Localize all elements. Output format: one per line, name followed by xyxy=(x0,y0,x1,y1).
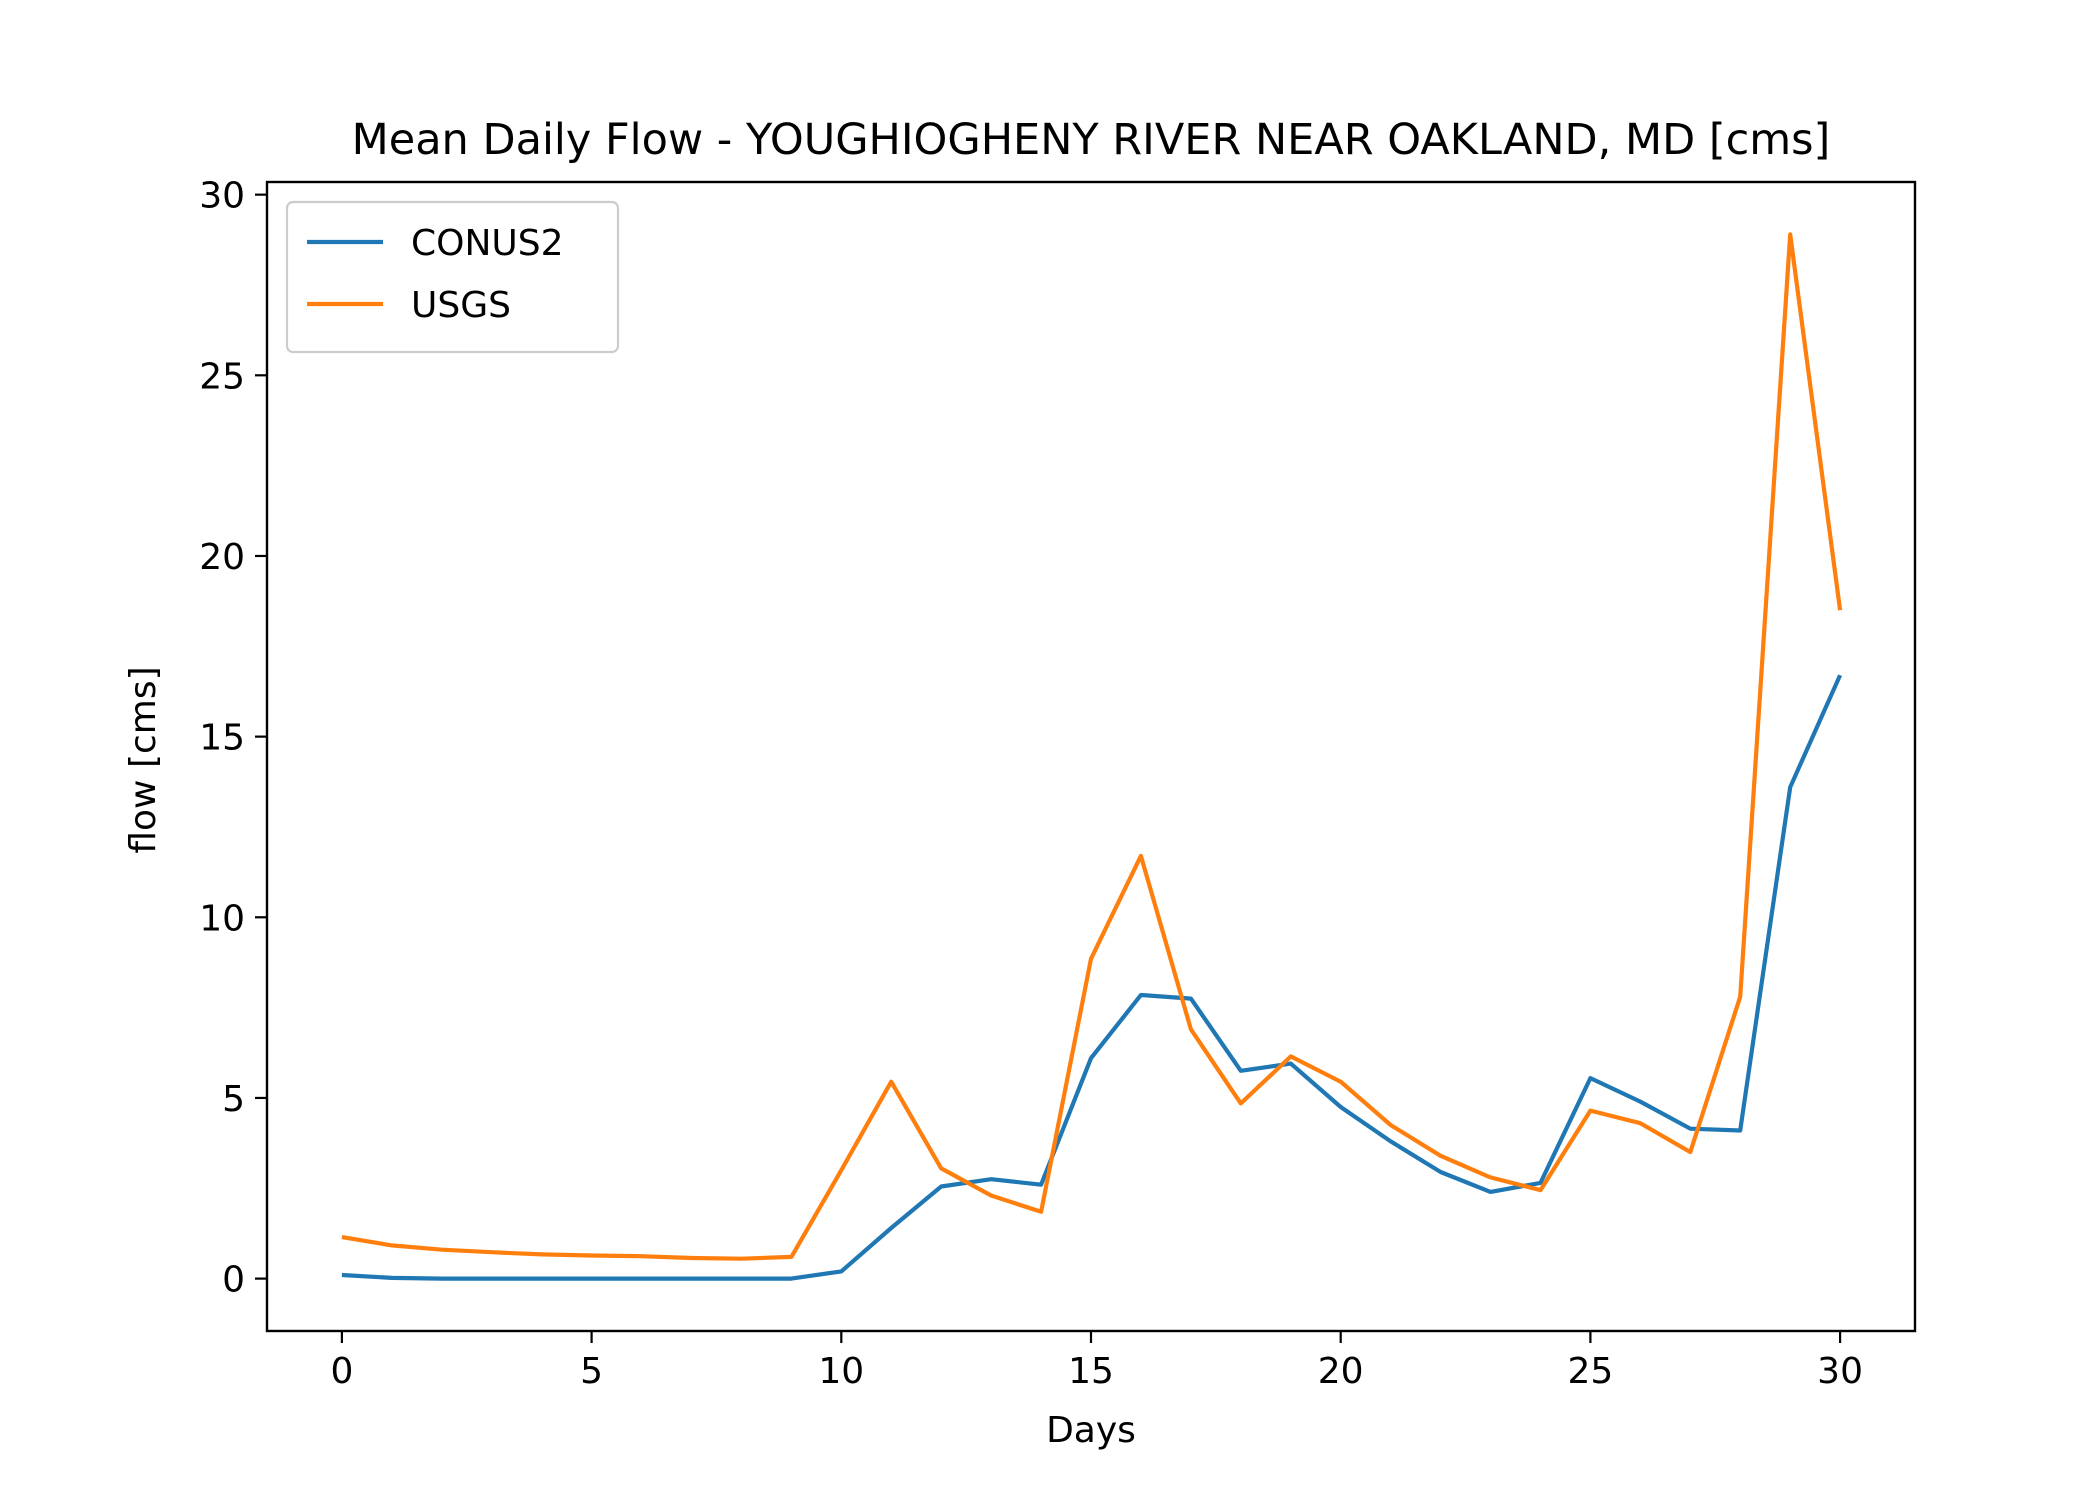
x-tick-label: 5 xyxy=(580,1351,603,1392)
y-tick-label: 25 xyxy=(199,356,245,397)
x-axis-ticks: 0 5 10 15 20 25 30 xyxy=(330,1331,1863,1392)
x-tick-label: 25 xyxy=(1567,1351,1613,1392)
y-tick-label: 30 xyxy=(199,176,245,217)
y-tick-label: 15 xyxy=(199,718,245,759)
legend: CONUS2 USGS xyxy=(287,202,618,352)
legend-label-conus2: CONUS2 xyxy=(411,223,564,264)
legend-label-usgs: USGS xyxy=(411,285,511,326)
x-tick-label: 0 xyxy=(330,1351,353,1392)
x-tick-label: 20 xyxy=(1318,1351,1364,1392)
y-axis-ticks: 0 5 10 15 20 25 30 xyxy=(199,176,267,1301)
plot-lines xyxy=(342,234,1840,1278)
y-axis-label: flow [cms] xyxy=(123,666,164,853)
chart-title: Mean Daily Flow - YOUGHIOGHENY RIVER NEA… xyxy=(352,115,1831,165)
x-axis-label: Days xyxy=(1046,1410,1136,1451)
x-tick-label: 10 xyxy=(818,1351,864,1392)
x-tick-label: 30 xyxy=(1817,1351,1863,1392)
series-line-conus2 xyxy=(342,675,1840,1278)
y-tick-label: 10 xyxy=(199,898,245,939)
y-tick-label: 5 xyxy=(222,1079,245,1120)
series-line-usgs xyxy=(342,234,1840,1258)
y-tick-label: 0 xyxy=(222,1260,245,1301)
plot-frame xyxy=(267,182,1915,1331)
y-tick-label: 20 xyxy=(199,537,245,578)
x-tick-label: 15 xyxy=(1068,1351,1114,1392)
